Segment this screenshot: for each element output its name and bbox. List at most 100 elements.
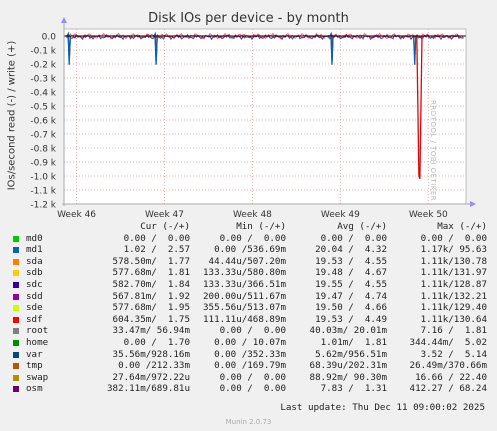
legend-name: osm bbox=[26, 383, 43, 395]
legend-avg: 1.01m/ 1.81 bbox=[320, 336, 387, 348]
legend-avg: 19.47 / 4.74 bbox=[315, 290, 387, 302]
legend-name: root bbox=[26, 325, 49, 337]
legend-row-sde: sde 577.68m/ 1.95 355.56u/513.07m 19.50 / 4… bbox=[10, 302, 495, 314]
legend-max: 7.16 / 1.81 bbox=[420, 325, 487, 337]
legend-min: 0.00 / 0.00 bbox=[219, 325, 286, 337]
legend-swatch bbox=[13, 351, 19, 358]
legend-cur: 382.11m/689.81u bbox=[107, 383, 190, 395]
legend-min: 0.00 / 0.00 bbox=[219, 232, 286, 244]
legend-min: 44.44u/507.20m bbox=[208, 255, 286, 267]
legend-max: 1.11k/128.87 bbox=[420, 278, 487, 290]
legend-table: Cur (-/+) Min (-/+) Avg (-/+) Max (-/+) … bbox=[10, 221, 495, 395]
y-tick-label: 0.0 bbox=[42, 33, 57, 43]
legend-row-root: root 33.47m/ 56.94m 0.00 / 0.00 40.03m/ 20.… bbox=[10, 325, 495, 337]
y-tick-label: -0.1 k bbox=[30, 47, 56, 57]
munin-version: Munin 2.0.73 bbox=[225, 418, 272, 426]
legend-cur: 577.68m/ 1.95 bbox=[112, 302, 190, 314]
x-tick-label: Week 49 bbox=[321, 210, 360, 220]
legend-name: home bbox=[26, 336, 49, 348]
legend-min: 200.00u/511.67m bbox=[203, 290, 286, 302]
legend-min: 355.56u/513.07m bbox=[203, 302, 286, 314]
x-tick-label: Week 48 bbox=[233, 210, 272, 220]
legend-max: 1.11k/130.64 bbox=[420, 313, 487, 325]
rrdtool-watermark: RRDTOOL / TOBI OETIKER bbox=[429, 100, 437, 202]
legend-avg: 19.53 / 4.55 bbox=[315, 255, 387, 267]
legend-max: 26.49m/370.66m bbox=[409, 360, 487, 372]
legend-row-var: var 35.56m/928.16m 0.00 /352.33m 5.62m/956.… bbox=[10, 349, 495, 361]
y-tick-label: -0.7 k bbox=[30, 131, 56, 141]
y-tick-label: -0.6 k bbox=[30, 117, 56, 127]
legend-avg: 19.55 / 4.55 bbox=[315, 278, 387, 290]
legend-swatch bbox=[13, 270, 19, 277]
legend-swatch bbox=[13, 374, 19, 381]
legend-cur: 27.64m/972.22u bbox=[112, 371, 190, 383]
y-tick-label: -1.2 k bbox=[30, 201, 56, 211]
y-tick-label: -0.8 k bbox=[30, 145, 56, 155]
x-tick-label: Week 46 bbox=[57, 210, 96, 220]
legend-min: 0.00 / 0.00 bbox=[219, 371, 286, 383]
y-axis-label: IOs/second read (-) / write (+) bbox=[6, 40, 18, 191]
legend-avg: 68.39u/202.31m bbox=[309, 360, 387, 372]
y-tick-label: -0.3 k bbox=[30, 75, 56, 85]
legend-max: 3.52 / 5.14 bbox=[420, 348, 487, 360]
legend-header-cur: Cur (-/+) bbox=[140, 221, 190, 232]
legend-row-sdd: sdd 567.81m/ 1.92 200.00u/511.67m 19.47 / 4… bbox=[10, 291, 495, 303]
legend-row-md0: md0 0.00 / 0.00 0.00 / 0.00 0.00 / 0.00 0.00… bbox=[10, 233, 495, 245]
legend-row-osm: osm 382.11m/689.81u 0.00 / 0.00 7.83 / 1.31… bbox=[10, 383, 495, 395]
legend-name: sdc bbox=[26, 278, 43, 290]
legend-swatch bbox=[13, 328, 19, 335]
legend-row-sdf: sdf 604.35m/ 1.75 111.11u/468.89m 19.53 / 4… bbox=[10, 314, 495, 326]
legend-row-sda: sda 578.50m/ 1.77 44.44u/507.20m 19.53 / 4.… bbox=[10, 256, 495, 268]
legend-cur: 582.70m/ 1.84 bbox=[112, 278, 190, 290]
legend-min: 133.33u/580.80m bbox=[203, 267, 286, 279]
legend-avg: 88.92m/ 90.30m bbox=[309, 371, 387, 383]
legend-min: 111.11u/468.89m bbox=[203, 313, 286, 325]
legend-max: 412.27 / 68.24 bbox=[409, 383, 487, 395]
y-tick-label: -0.2 k bbox=[30, 61, 56, 71]
legend-cur: 33.47m/ 56.94m bbox=[112, 325, 190, 337]
legend-name: sdf bbox=[26, 313, 43, 325]
legend-avg: 7.83 / 1.31 bbox=[320, 383, 387, 395]
legend-name: md0 bbox=[26, 232, 43, 244]
legend-name: sde bbox=[26, 302, 43, 314]
legend-cur: 578.50m/ 1.77 bbox=[112, 255, 190, 267]
x-tick-label: Week 47 bbox=[145, 210, 184, 220]
legend-name: swap bbox=[26, 371, 49, 383]
legend-swatch bbox=[13, 258, 19, 265]
legend-cur: 0.00 /212.33m bbox=[118, 360, 190, 372]
legend-name: var bbox=[26, 348, 43, 360]
legend-row-swap: swap 27.64m/972.22u 0.00 / 0.00 88.92m/ 90.… bbox=[10, 372, 495, 384]
legend-row-home: home 0.00 / 1.70 0.00 / 10.07m 1.01m/ 1.81 3… bbox=[10, 337, 495, 349]
legend-cur: 0.00 / 1.70 bbox=[123, 336, 190, 348]
y-tick-label: -0.9 k bbox=[30, 159, 56, 169]
legend-min: 0.00 /536.69m bbox=[214, 244, 286, 256]
legend-avg: 20.04 / 4.32 bbox=[315, 244, 387, 256]
legend-max: 1.11k/132.21 bbox=[420, 290, 487, 302]
legend-max: 16.66 / 22.40 bbox=[415, 371, 487, 383]
legend-name: tmp bbox=[26, 360, 43, 372]
legend-avg: 40.03m/ 20.01m bbox=[309, 325, 387, 337]
legend-swatch bbox=[13, 247, 19, 254]
legend-avg: 0.00 / 0.00 bbox=[320, 232, 387, 244]
legend-header-row: Cur (-/+) Min (-/+) Avg (-/+) Max (-/+) bbox=[10, 221, 495, 233]
legend-row-sdc: sdc 582.70m/ 1.84 133.33u/366.51m 19.55 / 4… bbox=[10, 279, 495, 291]
legend-max: 1.11k/129.40 bbox=[420, 302, 487, 314]
x-axis-arrow bbox=[470, 201, 476, 207]
legend-rows: md0 0.00 / 0.00 0.00 / 0.00 0.00 / 0.00 0.00… bbox=[10, 233, 495, 395]
legend-cur: 1.02 / 2.57 bbox=[123, 244, 190, 256]
legend-max: 0.00 / 0.00 bbox=[420, 232, 487, 244]
series-line-md1 bbox=[66, 31, 417, 65]
legend-swatch bbox=[13, 281, 19, 288]
legend-max: 1.11k/130.78 bbox=[420, 255, 487, 267]
legend-cur: 0.00 / 0.00 bbox=[123, 232, 190, 244]
x-tick-label: Week 50 bbox=[409, 210, 448, 220]
legend-min: 0.00 / 10.07m bbox=[214, 336, 286, 348]
legend-min: 0.00 / 0.00 bbox=[219, 383, 286, 395]
legend-swatch bbox=[13, 293, 19, 300]
legend-avg: 19.53 / 4.49 bbox=[315, 313, 387, 325]
y-tick-label: -0.5 k bbox=[30, 103, 56, 113]
legend-name: sdb bbox=[26, 267, 43, 279]
legend-name: sda bbox=[26, 255, 43, 267]
legend-swatch bbox=[13, 386, 19, 393]
legend-max: 1.11k/131.97 bbox=[420, 267, 487, 279]
